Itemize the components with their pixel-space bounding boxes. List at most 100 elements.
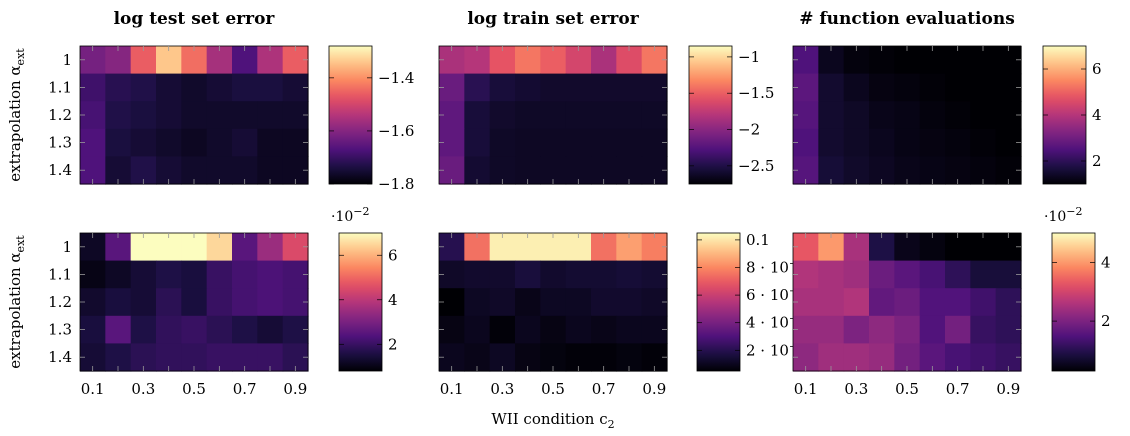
heatmap-cell [843,101,870,130]
heatmap-cell [206,128,233,157]
heatmap-cell [591,73,617,102]
heatmap-cell [232,101,258,130]
heatmap-cell [515,101,541,130]
heatmap-cell [130,315,157,344]
heatmap-cell [232,288,258,317]
colorbar-frame [338,232,383,372]
heatmap-cell [591,128,617,157]
y-tick-label: 1.3 [48,321,72,339]
x-tick-label: 0.1 [81,380,105,398]
y-tick-label: 1 [62,238,72,256]
heatmap-cell [894,128,921,157]
heatmap-cell [616,315,643,344]
heatmap-cell [464,128,491,157]
heatmap-cell [489,101,516,130]
heatmap-cell [257,260,284,289]
heatmap-cell [181,288,208,317]
heatmap-cell [970,128,997,157]
heatmap-panel-3: # function evaluations 2 4 6 [792,9,1102,185]
colorbar [697,233,740,371]
heatmap-cell [257,128,284,157]
heatmap-cell [232,128,258,157]
heatmap-cell [869,260,895,289]
heatmap-cell [565,73,592,102]
colorbar-tick-label: −2.5 [738,157,774,175]
heatmap-cell [540,101,567,130]
heatmap-cell [970,73,997,102]
colorbar-tick-label: −1 [738,48,760,66]
heatmap-cell [540,73,567,102]
heatmap-cell [970,101,997,130]
x-tick-label: 0.7 [233,380,257,398]
y-tick-label: 1.2 [48,293,72,311]
colorbar-tick-label: 2 [388,335,398,353]
heatmap-cell [130,73,157,102]
heatmap-cell [945,260,971,289]
x-tick-label: 0.7 [946,380,970,398]
y-tick-label: 1.4 [48,161,72,179]
x-tick-label: 0.1 [440,380,464,398]
heatmap-cell [818,128,845,157]
heatmap-cell [591,260,617,289]
heatmap-cell [206,101,233,130]
x-tick-label: 0.3 [844,380,868,398]
heatmap-cell [894,260,921,289]
heatmap-cell [869,101,895,130]
heatmap-cell [130,101,157,130]
colorbar-tick-label: −1.6 [378,122,414,140]
heatmap-cell [565,288,592,317]
heatmap-cell [105,73,132,102]
heatmap-cell [156,315,182,344]
heatmap-cell [105,260,132,289]
y-tick-label: 1.1 [48,265,72,283]
heatmap-cell [105,101,132,130]
heatmap-panel-5: 0.10.30.50.70.92 · 10−24 · 10−26 · 10−28… [438,231,804,398]
colorbar-frame [328,45,373,185]
x-tick-label: 0.5 [182,380,206,398]
y-axis-label: extrapolation αext [6,235,27,369]
heatmap-cell [156,101,182,130]
heatmap-cell [565,101,592,130]
heatmap-cell [894,73,921,102]
heatmap-cell [181,101,208,130]
heatmap-panel-2: log train set error −2.5 −2 −1.5 −1 [438,9,774,185]
heatmap-cell [919,288,946,317]
heatmap-cell [206,288,233,317]
heatmap-cell [206,73,233,102]
x-tick-label: 0.3 [131,380,155,398]
heatmap-cell [843,315,870,344]
heatmap-cell [869,288,895,317]
heatmap-cell [232,315,258,344]
heatmap-cell [540,260,567,289]
heatmap-cell [540,128,567,157]
colorbar-tick-label: 6 [388,246,398,264]
heatmap-cell [919,315,946,344]
heatmap-cell [130,260,157,289]
heatmap-cell [515,315,541,344]
colorbar [1052,233,1095,371]
heatmap-cell [489,128,516,157]
heatmap-cell [232,260,258,289]
heatmap-cell [464,73,491,102]
colorbar-tick-label: 4 [1092,106,1102,124]
colorbar-tick-label: 4 [1101,253,1111,271]
heatmap-cell [464,288,491,317]
heatmap-cell [970,315,997,344]
heatmap-cell [818,73,845,102]
heatmap-cell [489,260,516,289]
x-tick-label: 0.9 [642,380,666,398]
heatmap-cell [156,73,182,102]
panel-title: log train set error [467,9,639,29]
heatmap-cell [206,315,233,344]
heatmap-cell [945,315,971,344]
heatmap-cell [919,101,946,130]
heatmap-cell [970,260,997,289]
colorbar [339,233,382,371]
heatmap-cell [818,288,845,317]
heatmap-cell [869,128,895,157]
panel-title: # function evaluations [799,9,1015,29]
heatmap-cell [181,260,208,289]
heatmap-cell [130,288,157,317]
x-tick-label: 0.9 [283,380,307,398]
